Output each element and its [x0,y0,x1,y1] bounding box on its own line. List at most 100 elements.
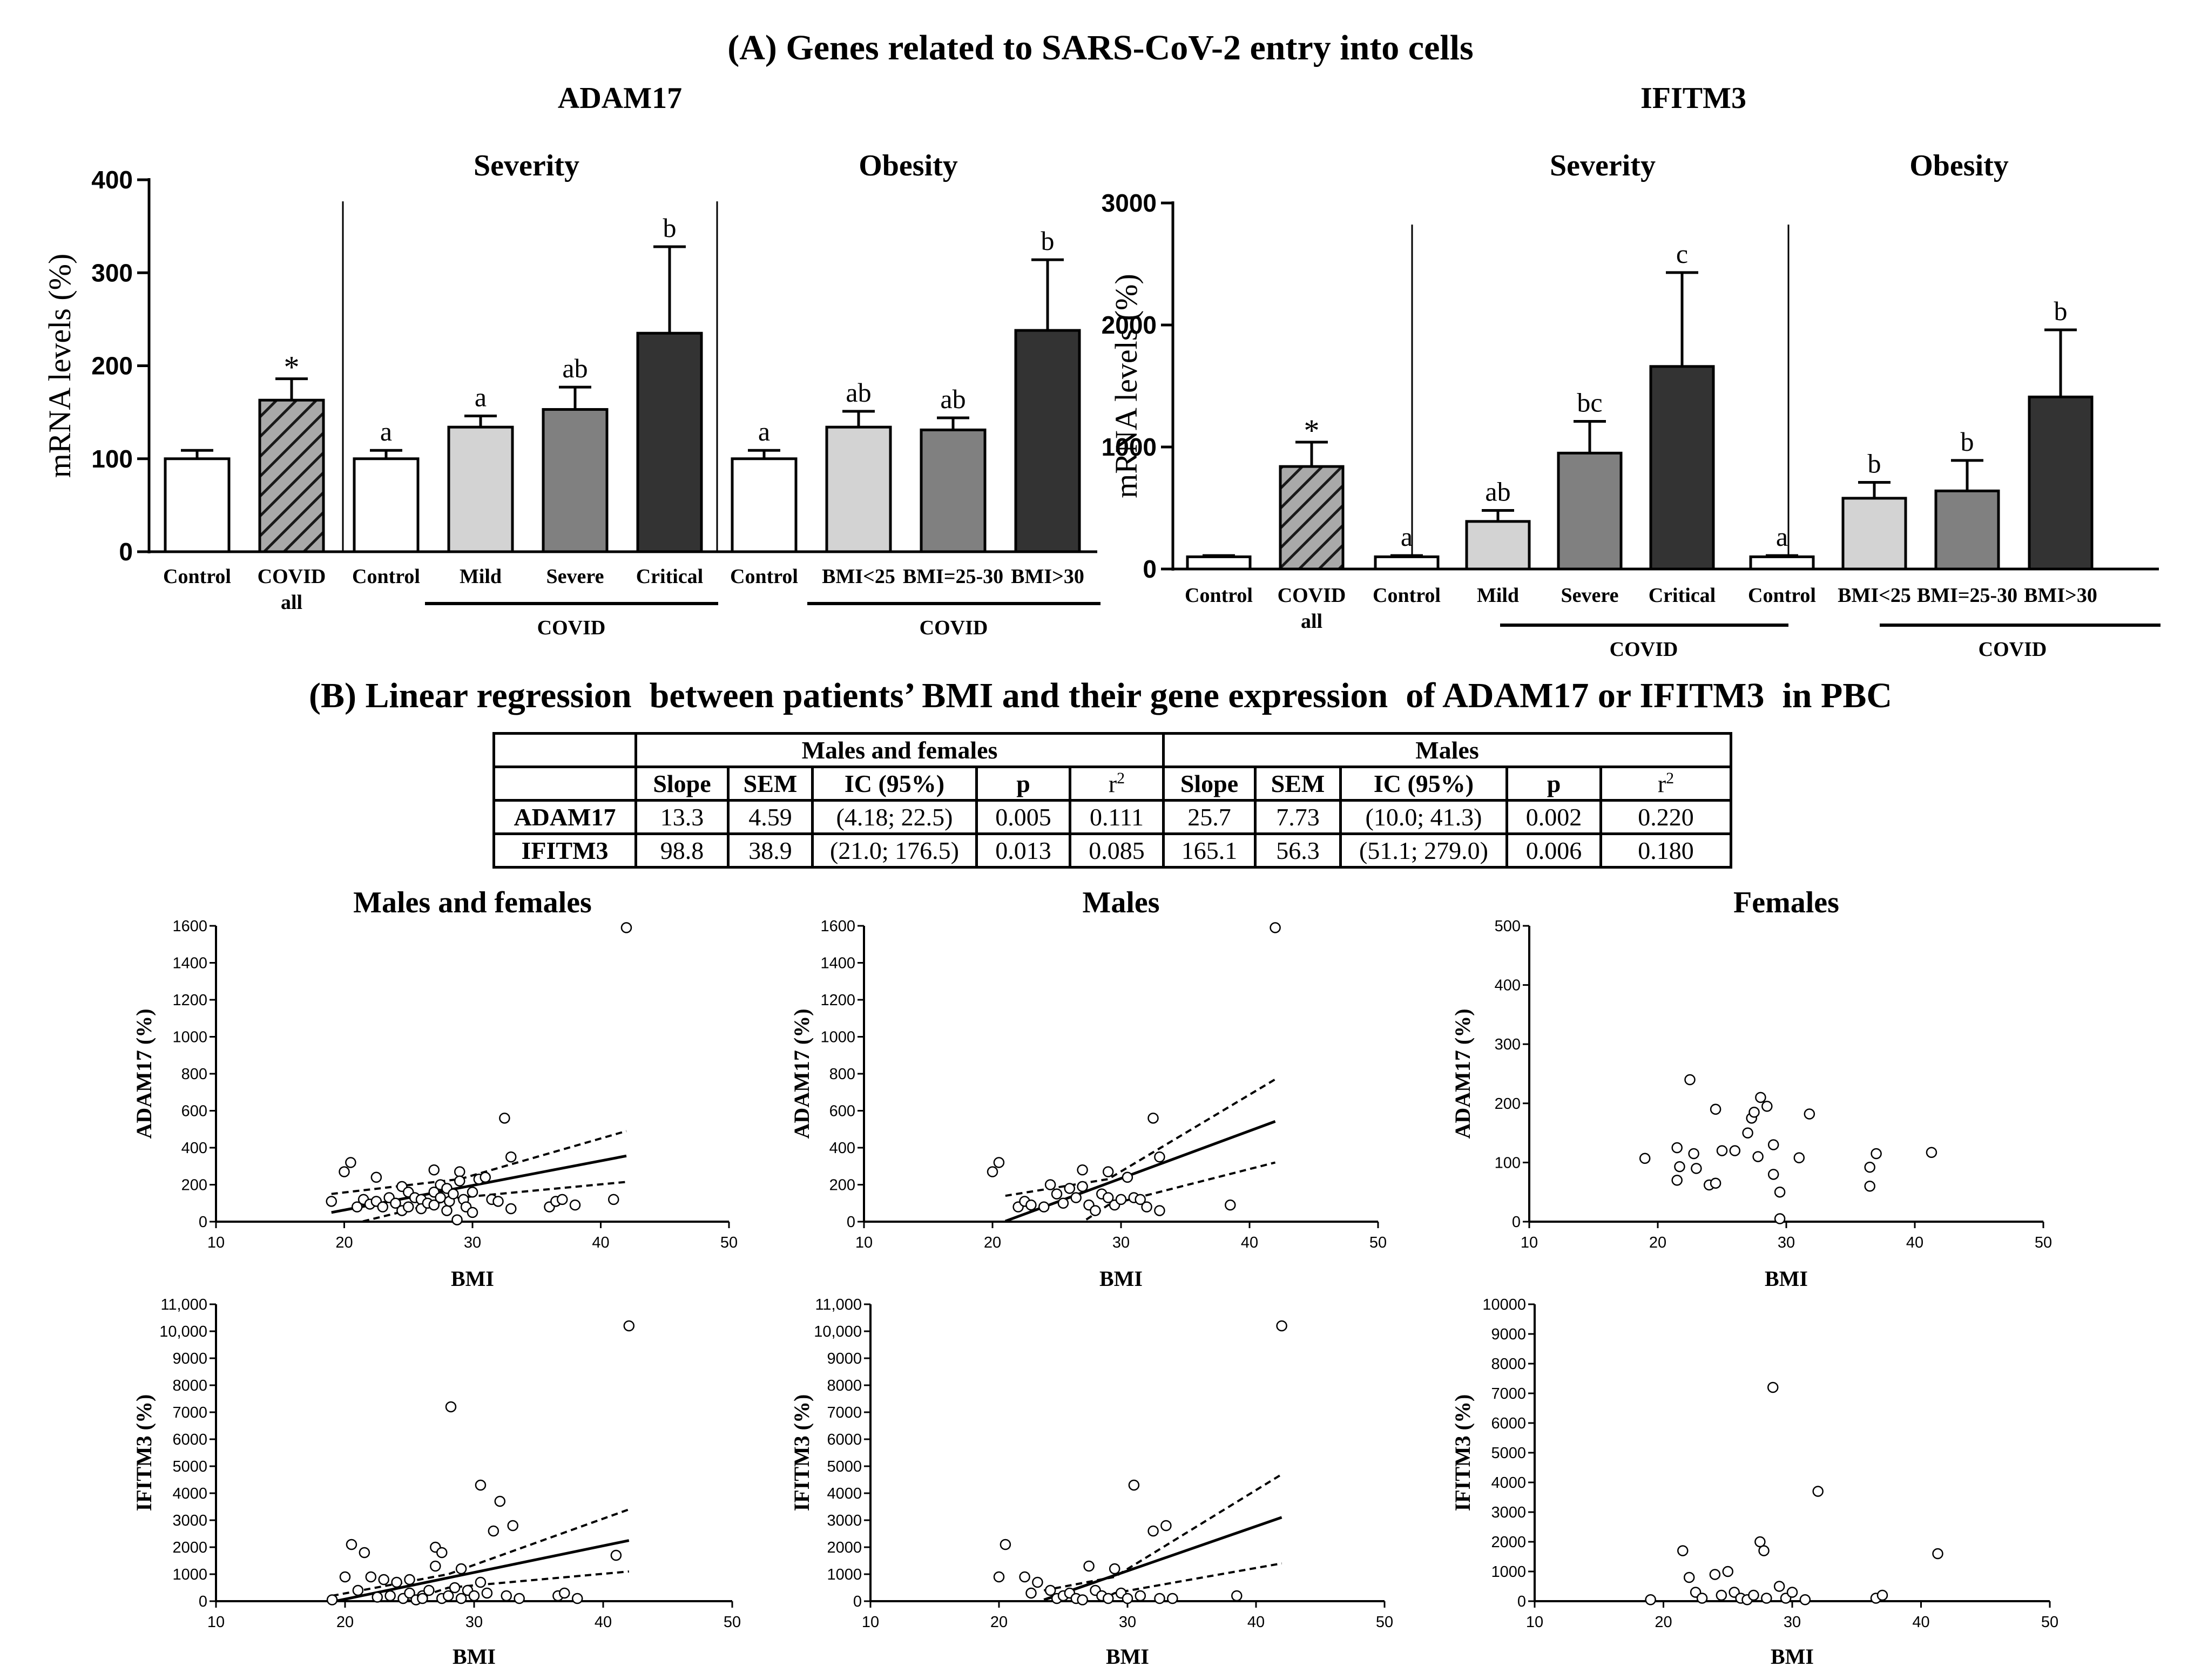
data-point [1639,1153,1651,1164]
x-tick-label: 10 [207,1234,225,1251]
y-tick-label: 400 [91,166,133,194]
y-tick-label: 0 [199,1214,207,1231]
x-tick-label: 10 [1526,1614,1543,1631]
data-point [1025,1587,1037,1599]
x-tick-label: 10 [862,1614,879,1631]
data-point [451,1214,463,1225]
scatter-ifitm3-females: 0 1000 2000 3000 4000 5000 6000 7000 8000 9000 100… [1450,1296,2058,1669]
y-tick-label: 11,000 [815,1296,862,1313]
y-tick-label: 6000 [827,1431,862,1448]
y-tick-label: 4000 [827,1485,862,1502]
data-point [1154,1593,1165,1604]
x-axis-label: BMI [453,1644,496,1669]
y-tick-label: 3000 [172,1512,207,1529]
data-point [428,1199,440,1211]
significance-label: a [1401,521,1413,552]
y-tick-label: 1400 [820,955,855,972]
data-point [1767,1381,1779,1393]
y-tick-label: 0 [847,1214,855,1231]
data-point [1147,1112,1159,1124]
data-point [435,1192,446,1203]
column-header: Slope [634,766,730,802]
data-point [384,1590,396,1602]
y-tick-label: 200 [829,1177,855,1194]
table-cell: 0.220 [1599,799,1732,835]
bar [1557,451,1623,571]
column-header: Slope [1162,766,1257,802]
data-point [1044,1584,1056,1596]
data-point [1025,1199,1037,1211]
data-point [1135,1194,1146,1205]
significance-label: a [758,416,770,446]
column-header: IC (95%) [811,766,978,802]
panel-b-title: (B) Linear regression between patients’ … [309,676,1892,715]
significance-label: b [2054,296,2068,326]
data-point [1225,1199,1236,1211]
data-point [1019,1571,1030,1583]
y-tick-label: 6000 [172,1431,207,1448]
data-point [1135,1590,1146,1602]
y-tick-label: 8000 [1491,1356,1526,1373]
table-cell: 0.005 [975,799,1071,835]
data-point [492,1196,504,1207]
covid-group-label: COVID [537,617,606,639]
data-point [499,1112,510,1124]
data-point [1051,1188,1063,1200]
x-axis-label: BMI [451,1266,494,1291]
bar [353,457,420,553]
data-point [514,1593,525,1604]
significance-label: c [1676,239,1688,269]
data-point [1671,1175,1683,1186]
scatter-ifitm3-all: 0 1000 2000 3000 4000 5000 6000 7000 8000 9000 10,… [132,1296,741,1669]
x-tick-label: COVID [1278,584,1346,607]
x-axis-label: BMI [1099,1266,1143,1291]
y-tick-label: 5000 [172,1458,207,1475]
data-point [1696,1593,1708,1604]
data-point [441,1205,453,1216]
x-tick-label: 40 [1247,1614,1265,1631]
data-point [448,1188,459,1200]
x-tick-label: BMI>30 [1011,565,1084,588]
significance-label: b [1961,426,1974,457]
data-point [1684,1074,1696,1086]
y-tick-label: 3000 [827,1512,862,1529]
data-point [1231,1590,1243,1602]
confidence-band-lower [403,1570,629,1601]
data-point [1115,1194,1127,1205]
data-point [1793,1152,1805,1163]
panel-a-title: (A) Genes related to SARS-CoV-2 entry in… [727,28,1474,67]
data-point [352,1584,364,1596]
x-tick-label: BMI=25-30 [903,565,1003,588]
significance-label: a [475,382,487,412]
data-point [1688,1148,1699,1160]
scatter-title: Males and females [353,886,592,919]
y-tick-label: 800 [829,1066,855,1083]
y-axis-label: IFITM3 (%) [132,1394,156,1512]
chart-title: IFITM3 [1640,82,1746,115]
plot-area [332,1508,630,1601]
x-tick-label: 50 [2041,1614,2058,1631]
data-point [467,1186,478,1198]
table-corner-cell [492,732,637,768]
row-header: IFITM3 [492,832,637,869]
x-tick-label: 20 [335,1234,353,1251]
bar-chart-adam17: ADAM17 Severity Obesity 0 100 200 300 400 mRNA l… [42,82,1100,639]
scatter-adam17-males: Males 0 200 400 600 800 1000 1200 1400 1600 10 20 30… [789,886,1387,1291]
data-point [569,1199,581,1211]
x-tick-label: 30 [465,1614,483,1631]
data-point [1799,1594,1811,1606]
table-cell: 13.3 [634,799,730,835]
data-point [571,1593,583,1604]
y-tick-label: 800 [181,1066,207,1083]
y-tick-label: 0 [199,1593,207,1610]
x-axis-label: BMI [1771,1644,1814,1669]
significance-label: ab [562,353,588,383]
significance-label: bc [1577,388,1602,418]
section-title: Obesity [1909,149,2009,182]
data-point [1716,1145,1728,1156]
data-point [1716,1589,1727,1601]
data-point [1761,1593,1772,1604]
x-tick-label: 50 [1376,1614,1393,1631]
data-point [1057,1197,1069,1209]
y-tick-label: 0 [1512,1214,1521,1231]
